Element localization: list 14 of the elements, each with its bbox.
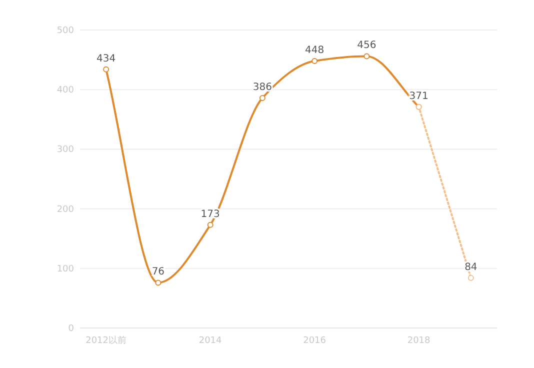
point xyxy=(259,94,266,101)
data-label: 386 xyxy=(252,82,272,93)
data-label: 84 xyxy=(464,262,478,273)
point xyxy=(364,53,370,60)
data-label: 76 xyxy=(152,266,165,278)
point xyxy=(103,66,110,72)
data-label: 434 xyxy=(96,53,116,64)
point xyxy=(155,280,162,286)
data-label: 456 xyxy=(357,40,376,52)
data-label: 371 xyxy=(409,90,428,102)
data-label: 448 xyxy=(305,44,324,56)
point xyxy=(312,58,318,64)
point xyxy=(207,222,214,228)
point xyxy=(468,274,474,281)
